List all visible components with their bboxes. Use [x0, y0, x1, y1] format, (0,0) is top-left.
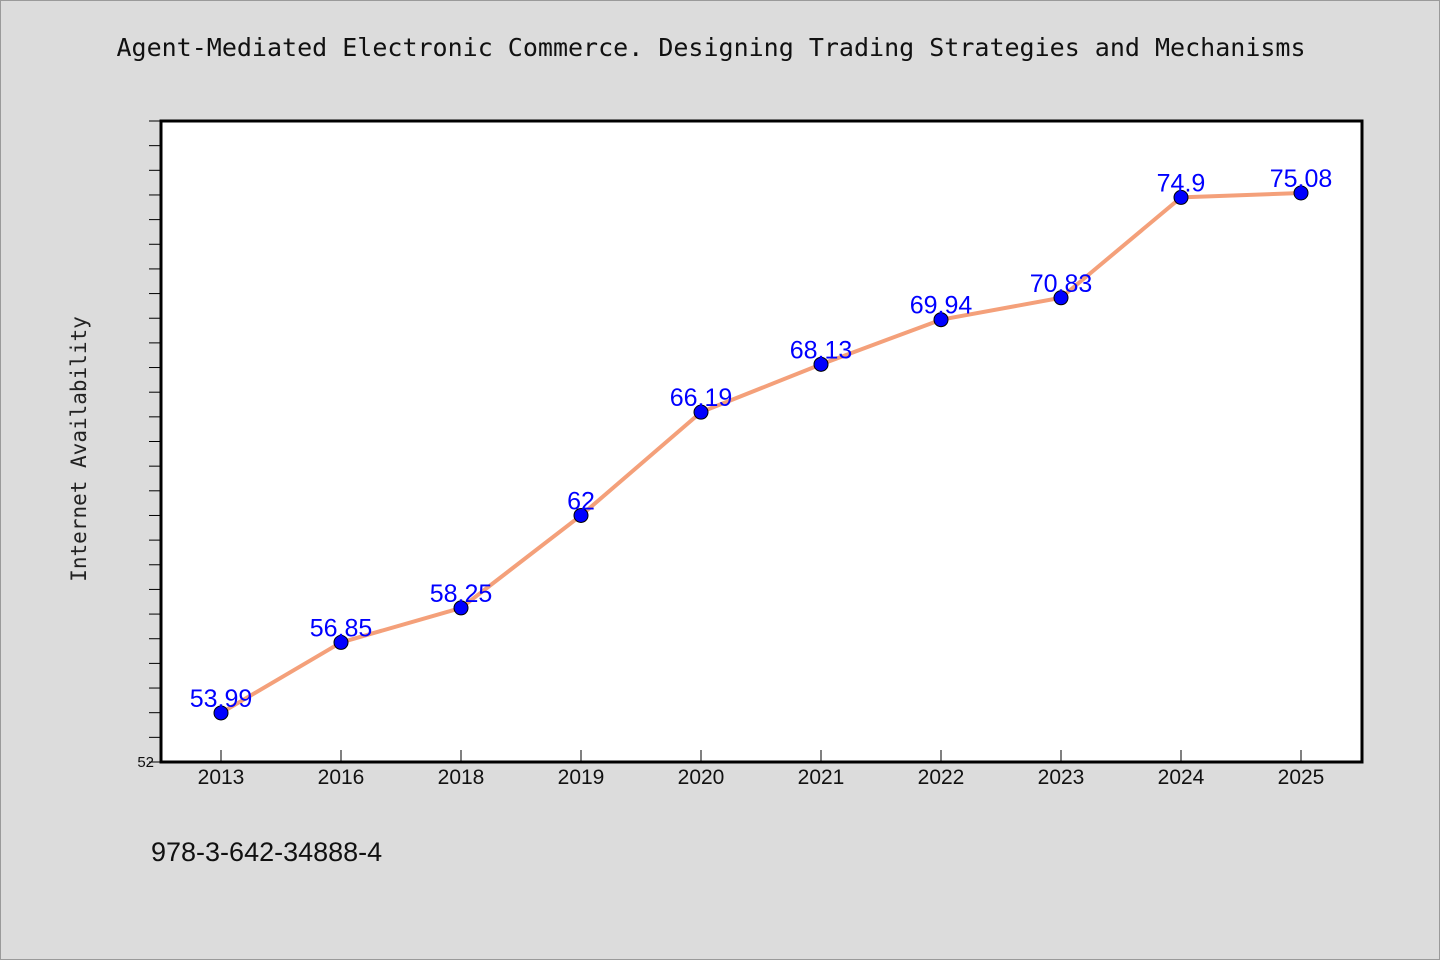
plot-area	[159, 119, 1364, 764]
data-label: 68.13	[790, 336, 853, 364]
data-label: 74.9	[1157, 169, 1206, 197]
data-point	[1293, 185, 1309, 201]
data-markers	[213, 185, 1309, 721]
x-tick-label: 2022	[918, 766, 965, 789]
x-tick-label: 2024	[1158, 766, 1205, 789]
x-tick-label: 2020	[678, 766, 725, 789]
data-label: 56.85	[310, 614, 373, 642]
data-label: 75.08	[1270, 165, 1333, 193]
data-point	[693, 404, 709, 420]
data-point	[1053, 290, 1069, 306]
x-tick-label: 2019	[558, 766, 605, 789]
data-labels: 53.99 56.85 58.25 62 66.19 68.13 69.94 70.83 74.…	[190, 165, 1333, 713]
x-tick-label: 2018	[438, 766, 485, 789]
x-axis-ticks: 2013 2016 2018 2019 2020 2021 2022 2023 2024 2025	[198, 750, 1325, 789]
y-axis-label: Internet Availability	[67, 316, 91, 582]
x-tick-label: 2013	[198, 766, 245, 789]
data-label: 70.83	[1030, 270, 1093, 298]
data-label: 53.99	[190, 685, 253, 713]
data-point	[213, 705, 229, 721]
data-point	[933, 312, 949, 328]
x-tick-label: 2025	[1278, 766, 1325, 789]
data-label: 62	[567, 487, 595, 515]
data-point	[453, 600, 469, 616]
data-label: 66.19	[670, 384, 733, 412]
x-tick-label: 2016	[318, 766, 365, 789]
data-point	[813, 356, 829, 372]
footer-code: 978-3-642-34888-4	[151, 837, 383, 867]
chart-title: Agent-Mediated Electronic Commerce. Desi…	[116, 33, 1306, 62]
y-tick-label: 52	[137, 754, 154, 771]
data-point	[333, 634, 349, 650]
y-axis-ticks	[149, 120, 161, 763]
x-tick-label: 2021	[798, 766, 845, 789]
data-point	[1173, 189, 1189, 205]
series-line	[219, 190, 1303, 715]
data-point	[573, 507, 589, 523]
data-label: 69.94	[910, 292, 973, 320]
data-label: 58.25	[430, 580, 493, 608]
x-tick-label: 2023	[1038, 766, 1085, 789]
series-line-path	[219, 190, 1303, 715]
